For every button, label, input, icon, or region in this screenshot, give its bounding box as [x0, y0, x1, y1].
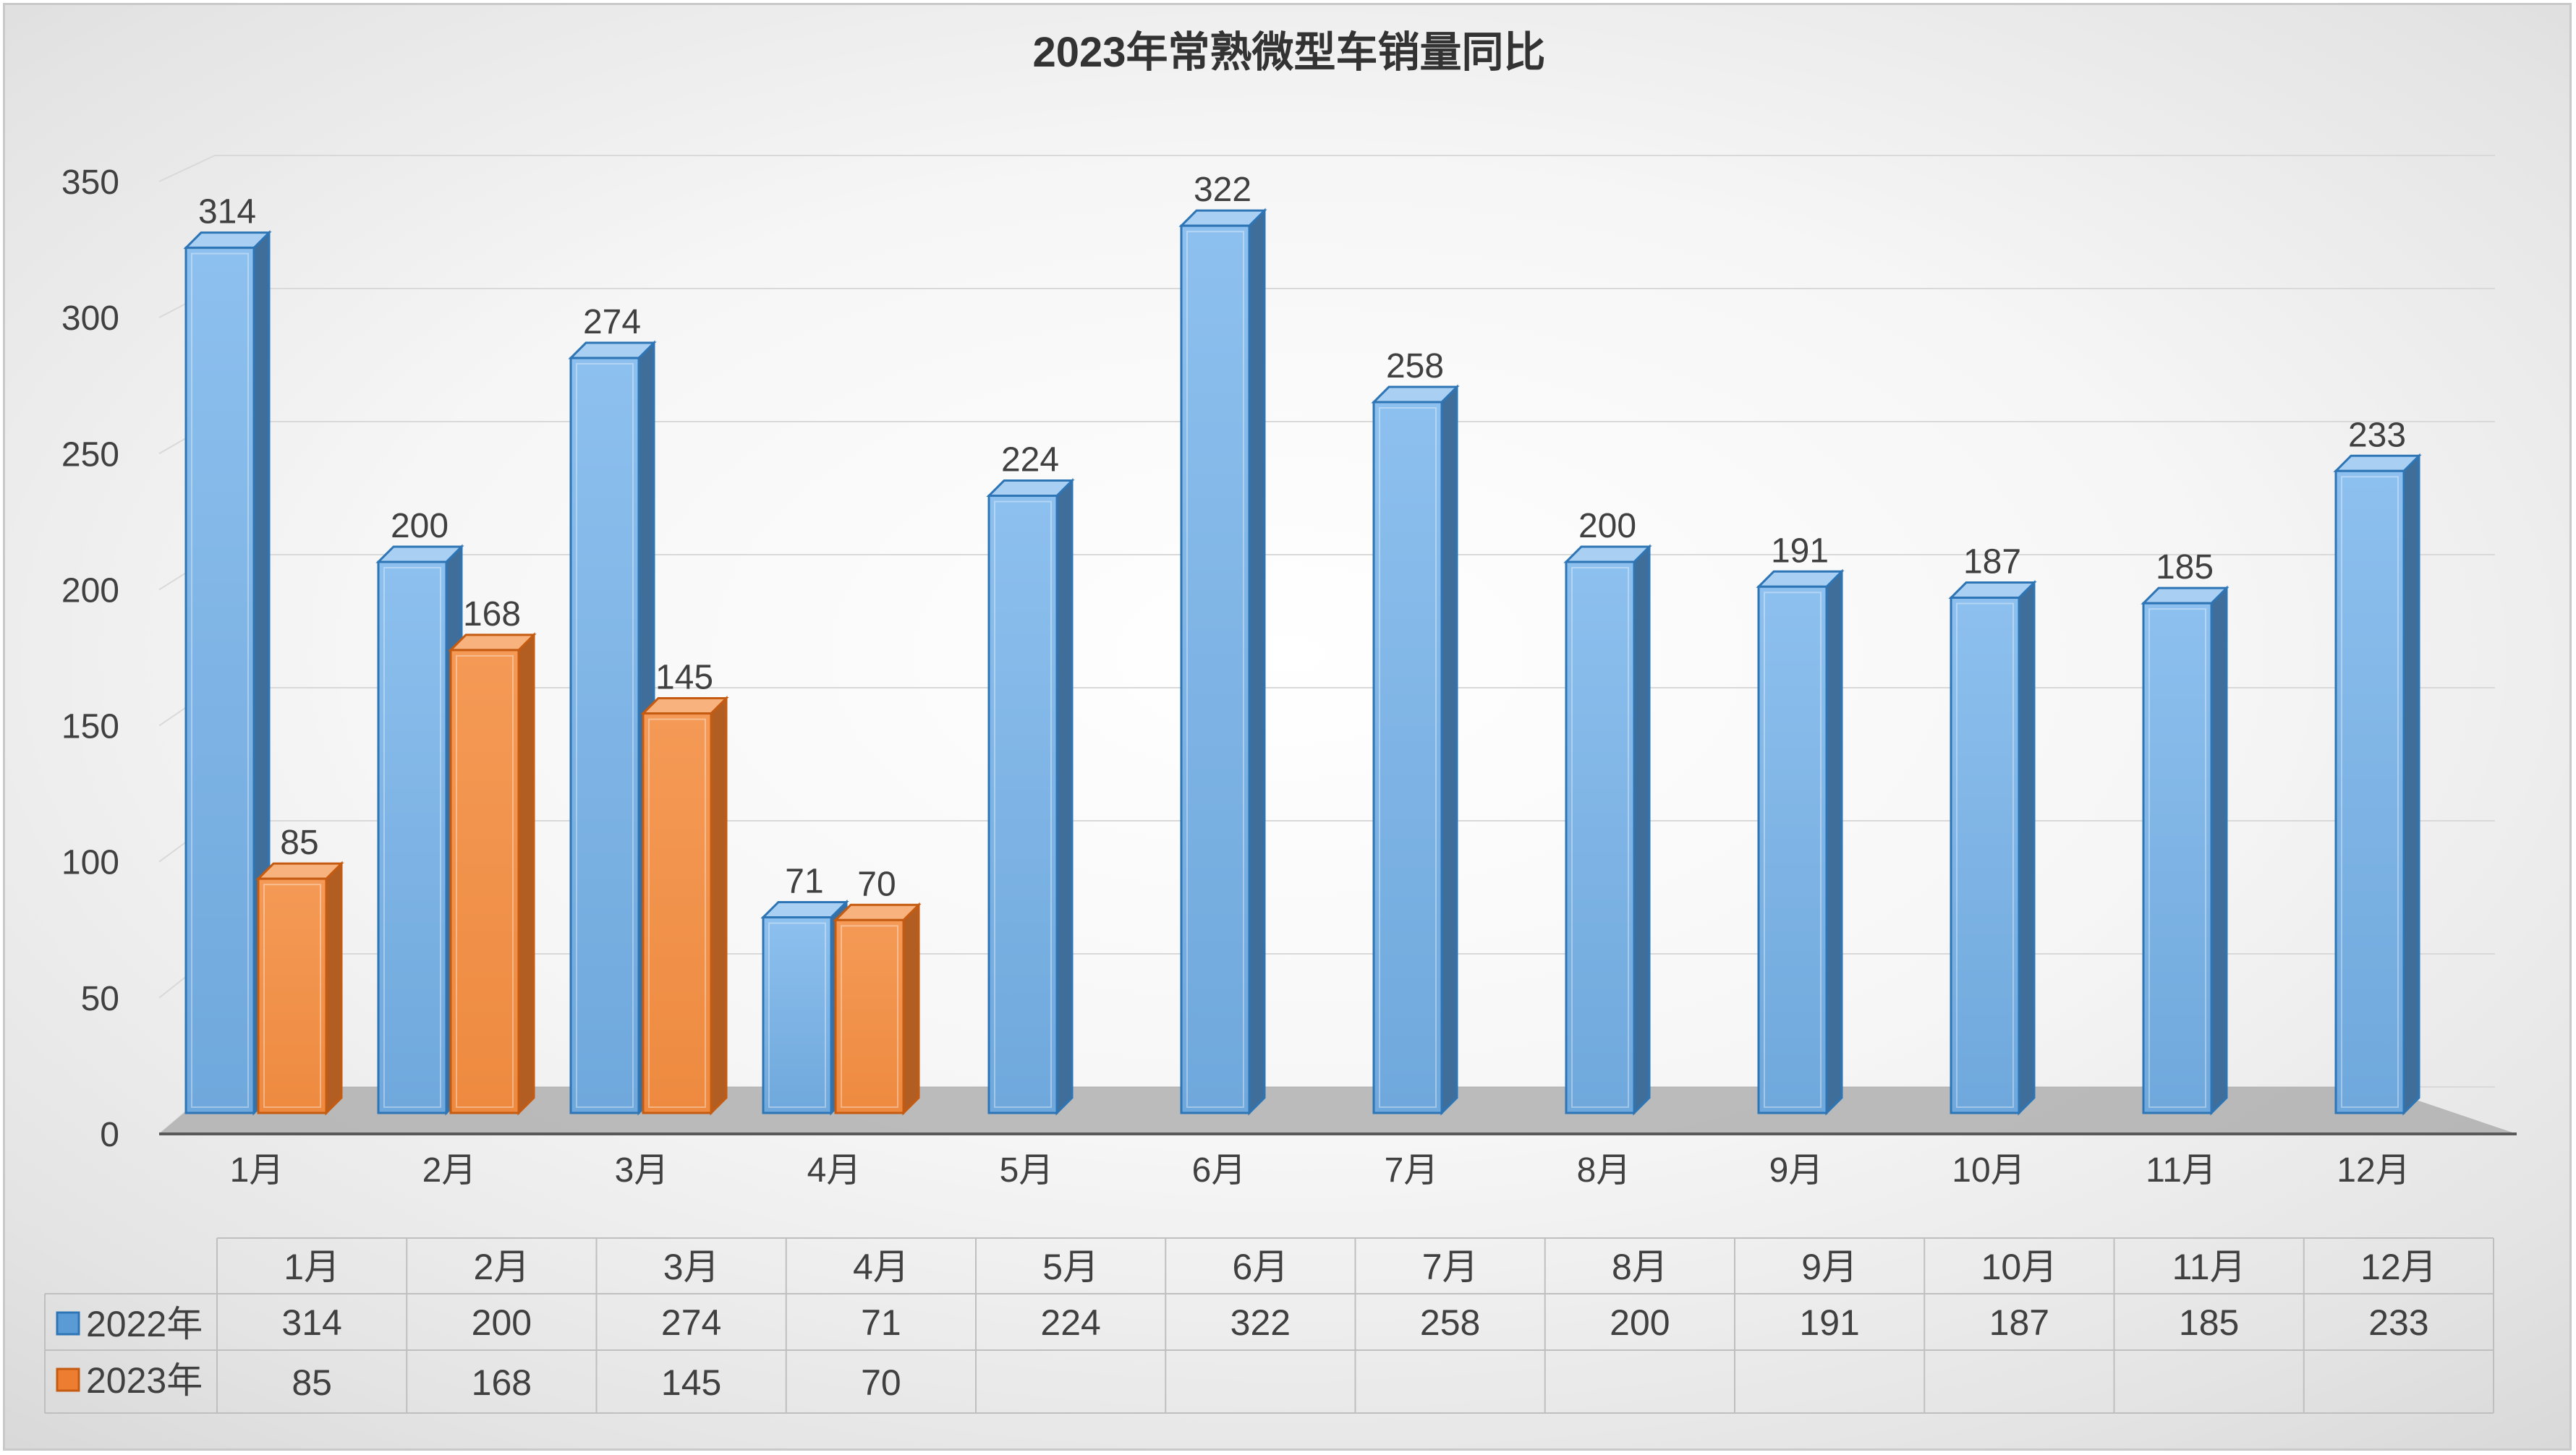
legend-label-2022年: 2022年: [86, 1304, 203, 1344]
table-cell-2022: 191: [1799, 1302, 1859, 1343]
table-header-cell: 4月: [853, 1247, 909, 1287]
table-cell-2022: 274: [661, 1302, 721, 1343]
gridline: [158, 421, 2495, 455]
data-label-2022: 274: [583, 303, 641, 341]
table-cell-2023: 168: [472, 1362, 532, 1403]
table-header-cell: 3月: [663, 1247, 720, 1287]
table-cell-2022: 314: [281, 1302, 341, 1343]
data-label-2023: 85: [280, 824, 318, 862]
chart-title: 2023年常熟微型车销量同比: [1032, 29, 1545, 76]
data-label-2023: 70: [857, 865, 896, 903]
data-label-2022: 71: [785, 862, 823, 900]
table-cell-2022: 233: [2368, 1302, 2428, 1343]
x-tick-label: 2月: [422, 1151, 477, 1190]
x-tick-label: 1月: [230, 1151, 284, 1190]
table-cell-2022: 322: [1230, 1302, 1291, 1343]
y-tick-label: 150: [61, 708, 119, 746]
y-axis-labels: 0 50 100 150 200 250 300 350: [61, 163, 119, 1154]
bar-2022-5月: [986, 477, 1075, 1116]
table-cell-2023: 70: [861, 1362, 901, 1403]
data-label-2022: 191: [1771, 532, 1829, 570]
x-tick-label: 3月: [615, 1151, 669, 1190]
y-tick-label: 300: [61, 299, 119, 338]
table-header-cell: 5月: [1042, 1247, 1099, 1287]
table-header-cell: 10月: [1981, 1247, 2058, 1287]
data-label-2022: 200: [1578, 507, 1636, 545]
x-tick-label: 11月: [2146, 1151, 2216, 1190]
x-tick-label: 4月: [807, 1151, 862, 1190]
x-axis-labels: 1月 2月 3月 4月 5月 6月 7月 8月 9月 10月 11月 12月: [230, 1151, 2410, 1190]
bar-2023-2月: [448, 632, 537, 1116]
legend-key-2023年: [56, 1367, 80, 1392]
gridline: [158, 155, 2495, 182]
x-tick-label: 6月: [1192, 1151, 1246, 1190]
bar-2022-7月: [1371, 384, 1460, 1116]
x-tick-label: 12月: [2337, 1151, 2410, 1190]
bar-2022-3月: [568, 340, 657, 1116]
y-tick-label: 50: [81, 980, 119, 1018]
y-tick-label: 250: [61, 435, 119, 474]
bar-2022-10月: [1948, 579, 2037, 1116]
y-tick-label: 0: [100, 1116, 119, 1154]
data-label-2023: 168: [463, 595, 521, 633]
table-header-cell: 7月: [1422, 1247, 1479, 1287]
table-header-cell: 1月: [284, 1247, 340, 1287]
x-tick-label: 10月: [1952, 1151, 2025, 1190]
legend-key-2022年: [56, 1311, 80, 1336]
data-label-2022: 185: [2156, 548, 2214, 586]
data-label-2022: 187: [1963, 543, 2021, 581]
bar-2022-9月: [1756, 568, 1845, 1116]
table-header-cell: 11月: [2172, 1247, 2246, 1287]
table-cell-2022: 258: [1420, 1302, 1480, 1343]
gridline: [158, 554, 2495, 591]
data-labels: 314 85 200 168 274 145 71 70 224 322 258 200 191 187 1…: [198, 171, 2406, 903]
data-table: 1月 314 85 2月 200 168 3月 274 145 4月 71 70 5月 224 6月 322 7…: [44, 1237, 2494, 1414]
table-cell-2022: 187: [1989, 1302, 2049, 1343]
chart-canvas: 2023年常熟微型车销量同比 0 50 100 150 200 250 300 350 1月 2…: [44, 29, 2517, 1414]
legend-label-2023年: 2023年: [86, 1360, 203, 1401]
table-cell-2022: 200: [472, 1302, 532, 1343]
bar-2023-1月: [255, 861, 344, 1116]
y-tick-label: 350: [61, 163, 119, 202]
bar-2023-3月: [640, 695, 729, 1116]
y-tick-label: 200: [61, 571, 119, 610]
y-tick-label: 100: [61, 844, 119, 882]
x-tick-label: 9月: [1769, 1151, 1824, 1190]
bar-2022-11月: [2141, 585, 2229, 1116]
table-header-cell: 6月: [1232, 1247, 1288, 1287]
chart-frame: 2023年常熟微型车销量同比 0 50 100 150 200 250 300 350 1月 2…: [3, 3, 2572, 1451]
x-tick-label: 7月: [1385, 1151, 1439, 1190]
table-header-cell: 2月: [473, 1247, 530, 1287]
table-cell-2022: 185: [2179, 1302, 2239, 1343]
gridline: [158, 288, 2495, 319]
bar-2022-8月: [1563, 544, 1652, 1116]
table-cell-2023: 145: [661, 1362, 721, 1403]
data-label-2022: 258: [1386, 347, 1444, 385]
data-label-2022: 233: [2348, 416, 2406, 454]
table-cell-2022: 224: [1040, 1302, 1100, 1343]
floor-plane: [159, 1087, 2517, 1134]
data-label-2022: 200: [391, 507, 449, 545]
table-cell-2022: 71: [861, 1302, 901, 1343]
x-tick-label: 8月: [1577, 1151, 1631, 1190]
bars: [183, 208, 2422, 1116]
data-label-2022: 224: [1001, 441, 1059, 479]
table-cell-2023: 85: [292, 1362, 332, 1403]
bar-2023-4月: [833, 902, 922, 1116]
x-tick-label: 5月: [1000, 1151, 1054, 1190]
table-header-cell: 8月: [1612, 1247, 1668, 1287]
table-header-cell: 12月: [2360, 1247, 2437, 1287]
data-label-2022: 322: [1194, 171, 1251, 209]
data-label-2022: 314: [198, 193, 256, 231]
bar-2022-1月: [183, 230, 272, 1116]
table-header-cell: 9月: [1801, 1247, 1858, 1287]
data-label-2023: 145: [655, 659, 713, 697]
bar-2022-2月: [375, 544, 464, 1116]
bar-2022-6月: [1178, 208, 1267, 1116]
chart-floor: [159, 1087, 2517, 1135]
table-cell-2022: 200: [1610, 1302, 1670, 1343]
bar-2022-4月: [760, 899, 849, 1116]
bar-2022-12月: [2333, 453, 2422, 1116]
